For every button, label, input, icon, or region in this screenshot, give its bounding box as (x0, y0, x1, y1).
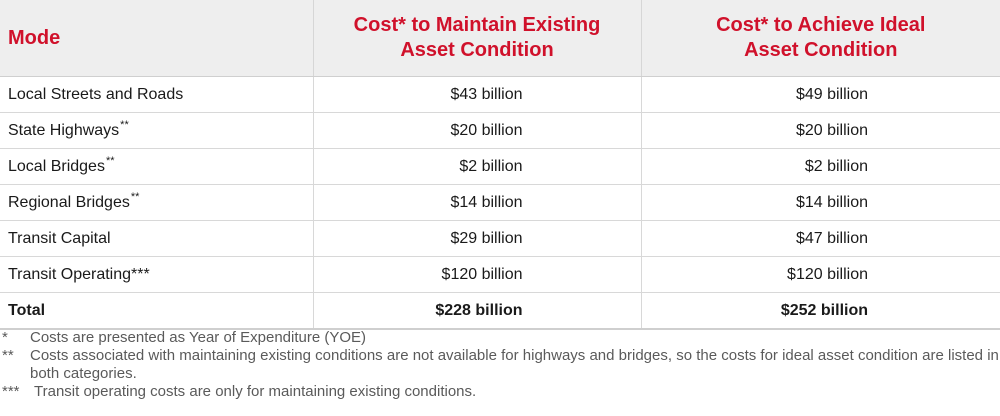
header-row: Mode Cost* to Maintain Existing Asset Co… (0, 0, 1000, 77)
total-maintain-cost: $228 billion (312, 292, 641, 330)
maintain-cost-cell: $120 billion (312, 256, 641, 293)
mode-cell: Transit Operating*** (0, 256, 313, 293)
table-row: Local Streets and Roads $43 billion $49 … (0, 76, 1000, 113)
footnote-mark: ** (2, 347, 14, 364)
footnote-marker: ** (130, 191, 140, 204)
maintain-cost-cell: $2 billion (312, 148, 641, 185)
maintain-cost-cell: $14 billion (312, 184, 641, 221)
mode-cell: Local Bridges** (0, 148, 313, 185)
footnote-3: *** Transit operating costs are only for… (0, 383, 1000, 401)
footnotes: * Costs are presented as Year of Expendi… (0, 329, 1000, 401)
mode-cell: Regional Bridges** (0, 184, 313, 221)
ideal-cost-cell: $2 billion (640, 148, 1000, 185)
mode-cell: State Highways** (0, 112, 313, 149)
header-ideal-cost: Cost* to Achieve Ideal Asset Condition (640, 0, 1000, 77)
ideal-cost-cell: $14 billion (640, 184, 1000, 221)
table-header: Mode Cost* to Maintain Existing Asset Co… (0, 0, 1000, 77)
footnote-mark: * (2, 329, 8, 346)
maintain-cost-cell: $29 billion (312, 220, 641, 257)
footnote-text: Costs associated with maintaining existi… (30, 347, 999, 382)
table-row: State Highways** $20 billion $20 billion (0, 112, 1000, 149)
header-maintain-cost: Cost* to Maintain Existing Asset Conditi… (312, 0, 641, 77)
footnote-2: ** Costs associated with maintaining exi… (0, 347, 1000, 383)
cost-table: Mode Cost* to Maintain Existing Asset Co… (0, 0, 1000, 330)
ideal-cost-cell: $47 billion (640, 220, 1000, 257)
ideal-cost-cell: $120 billion (640, 256, 1000, 293)
ideal-cost-cell: $20 billion (640, 112, 1000, 149)
total-label: Total (0, 292, 313, 330)
footnote-text: Transit operating costs are only for mai… (34, 383, 477, 400)
mode-cell: Transit Capital (0, 220, 313, 257)
maintain-cost-cell: $43 billion (312, 76, 641, 113)
ideal-cost-cell: $49 billion (640, 76, 1000, 113)
total-ideal-cost: $252 billion (640, 292, 1000, 330)
table-row: Transit Operating*** $120 billion $120 b… (0, 256, 1000, 293)
footnote-marker: ** (105, 155, 115, 168)
footnote-text: Costs are presented as Year of Expenditu… (30, 329, 367, 346)
table-row: Local Bridges** $2 billion $2 billion (0, 148, 1000, 185)
footnote-1: * Costs are presented as Year of Expendi… (0, 329, 1000, 347)
header-mode: Mode (0, 0, 313, 77)
total-row: Total $228 billion $252 billion (0, 292, 1000, 330)
table-row: Transit Capital $29 billion $47 billion (0, 220, 1000, 257)
cost-table-container: Mode Cost* to Maintain Existing Asset Co… (0, 0, 1000, 330)
header-ideal-line1: Cost* to Achieve Ideal (716, 14, 926, 36)
header-ideal-line2: Asset Condition (744, 39, 898, 61)
footnote-marker: ** (120, 119, 129, 132)
maintain-cost-cell: $20 billion (312, 112, 641, 149)
table-body: Local Streets and Roads $43 billion $49 … (0, 76, 1000, 330)
mode-cell: Local Streets and Roads (0, 76, 313, 113)
footnote-mark: *** (2, 383, 20, 400)
header-maintain-line2: Asset Condition (400, 39, 554, 61)
table-row: Regional Bridges** $14 billion $14 billi… (0, 184, 1000, 221)
header-maintain-line1: Cost* to Maintain Existing (353, 14, 601, 36)
